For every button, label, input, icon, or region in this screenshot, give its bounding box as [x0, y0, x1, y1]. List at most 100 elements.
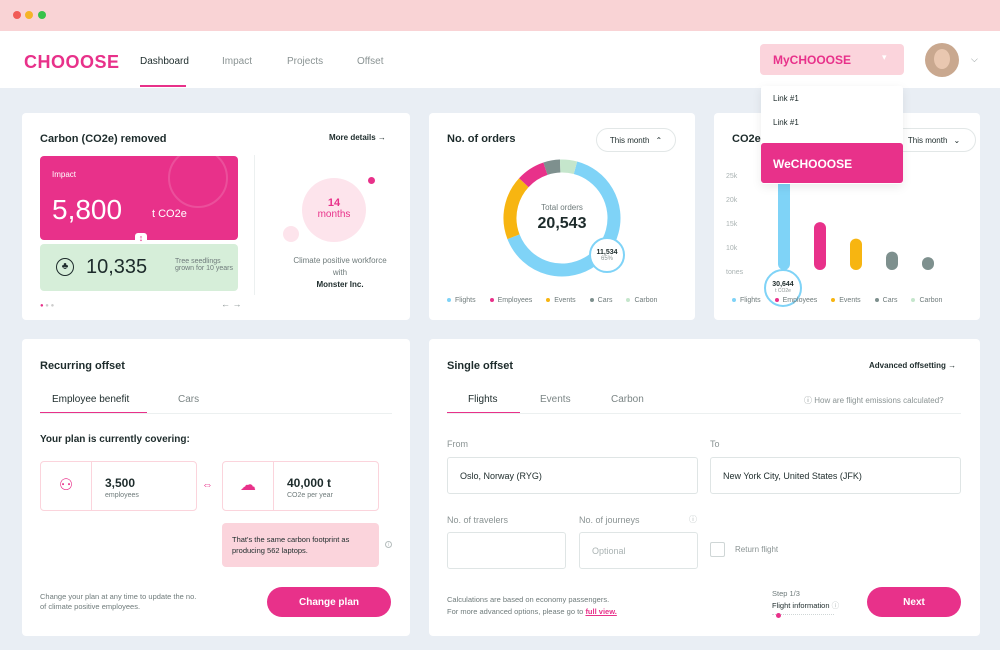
legend-employees: Employees: [489, 297, 532, 304]
decor-circle: [168, 156, 228, 208]
bar-employees: [814, 222, 826, 270]
next-button[interactable]: Next: [867, 587, 961, 617]
chevron-down-icon: ⌄: [953, 135, 961, 145]
people-icon: ⚇: [41, 462, 92, 510]
footprint-note: That's the same carbon footprint as prod…: [222, 523, 379, 567]
menu-item-link2[interactable]: Link #1: [773, 118, 799, 127]
recurring-title: Recurring offset: [40, 360, 125, 372]
pagination-dots[interactable]: ● ● ●: [40, 303, 55, 309]
journeys-label: No. of journeys: [579, 515, 640, 525]
tab-employee-benefit[interactable]: Employee benefit: [52, 394, 130, 405]
carbon-title: Carbon (CO2e) removed: [40, 133, 167, 145]
step-dot: [776, 613, 781, 618]
nav-impact[interactable]: Impact: [222, 56, 253, 67]
orders-tooltip: 11,534 65%: [589, 237, 625, 273]
employees-box: ⚇ 3,500 employees: [40, 461, 197, 511]
minimize-window-dot[interactable]: [25, 11, 33, 19]
from-label: From: [447, 439, 468, 449]
impact-label: Impact: [52, 170, 77, 179]
y-axis-ticks: 25k 20k 15k 10k tones: [726, 165, 743, 285]
legend-events: Events: [546, 297, 576, 304]
recurring-card: Recurring offset Employee benefit Cars Y…: [22, 339, 410, 636]
tab-flights[interactable]: Flights: [468, 394, 498, 405]
mychoose-menu: Link #1 Link #1 WeCHOOOSE: [761, 86, 903, 184]
step-counter: Step 1/3: [772, 589, 800, 598]
single-title: Single offset: [447, 360, 514, 372]
mychoose-dropdown[interactable]: MyCHOOOSE ▾: [760, 44, 904, 75]
change-plan-text: Change your plan at any time to update t…: [40, 592, 197, 611]
months-bubble: 14 months: [302, 178, 366, 242]
co2-legend: Flights Employees Events Cars Carbon: [732, 297, 942, 304]
total-orders-label: Total orders: [541, 203, 583, 212]
co2-title: CO2e I: [732, 133, 767, 145]
y-tick: tones: [726, 269, 744, 276]
legend-carbon: Carbon: [626, 297, 657, 304]
choose-logo[interactable]: CHOOOSE: [24, 52, 120, 72]
legend-flights: Flights: [447, 297, 476, 304]
menu-item-link1[interactable]: Link #1: [773, 94, 799, 103]
decor-dot: [283, 226, 299, 242]
carousel-arrows[interactable]: ← →: [221, 299, 242, 309]
close-window-dot[interactable]: [13, 11, 21, 19]
nav-projects[interactable]: Projects: [287, 56, 324, 67]
step-label: Flight information ⓘ: [772, 601, 840, 610]
advanced-offsetting-link[interactable]: Advanced offsetting →: [869, 361, 957, 370]
change-plan-button[interactable]: Change plan: [267, 587, 391, 617]
co2-bar-chart: [778, 157, 934, 270]
co2-filter[interactable]: This month ⌄: [892, 128, 976, 152]
nav-offset[interactable]: Offset: [357, 56, 384, 67]
calc-note: Calculations are based on economy passen…: [447, 595, 617, 616]
divider: [254, 155, 255, 295]
to-input[interactable]: New York City, United States (JFK): [710, 457, 961, 494]
more-details-link[interactable]: More details →: [329, 133, 386, 142]
return-flight-checkbox[interactable]: [710, 542, 725, 557]
months-label: months: [317, 209, 351, 220]
orders-title: No. of orders: [447, 133, 516, 145]
total-orders-value: 20,543: [537, 215, 587, 232]
info-icon[interactable]: ⓘ: [689, 515, 697, 524]
avatar[interactable]: [925, 43, 959, 77]
impact-tile: Impact 5,800 t CO2e: [40, 156, 238, 240]
legend-employees: Employees: [774, 297, 817, 304]
maximize-window-dot[interactable]: [38, 11, 46, 19]
nav-dashboard[interactable]: Dashboard: [140, 56, 189, 67]
bar-events: [850, 238, 862, 270]
tab-events[interactable]: Events: [540, 394, 571, 405]
seedlings-text: Tree seedlings grown for 10 years: [175, 258, 233, 272]
bar-carbon: [922, 257, 934, 270]
info-icon[interactable]: i: [385, 541, 392, 548]
info-icon: ⓘ: [804, 396, 812, 405]
from-input[interactable]: Oslo, Norway (RYG): [447, 457, 698, 494]
co2-value: 40,000 t: [287, 476, 332, 490]
y-tick: 25k: [726, 173, 738, 180]
climate-text: Climate positive workforce with Monster I…: [293, 256, 387, 289]
carbon-card: Carbon (CO2e) removed More details → Imp…: [22, 113, 410, 320]
avatar-chevron-icon[interactable]: ⌵: [971, 54, 978, 64]
seedlings-tile: ♣ 10,335 Tree seedlings grown for 10 yea…: [40, 244, 238, 291]
co2-tooltip: 30,644 t CO2e: [764, 269, 802, 307]
co2-box: ☁ 40,000 t CO2e per year: [222, 461, 379, 511]
avatar-face: [934, 49, 950, 69]
orders-filter[interactable]: This month ⌃: [596, 128, 676, 152]
to-label: To: [710, 439, 720, 449]
y-tick: 15k: [726, 221, 738, 228]
chevron-down-icon: ▾: [882, 52, 887, 62]
seedlings-value: 10,335: [86, 256, 148, 278]
flight-emissions-help[interactable]: ⓘ How are flight emissions calculated?: [804, 396, 944, 405]
return-flight-label: Return flight: [735, 545, 779, 554]
covering-heading: Your plan is currently covering:: [40, 434, 190, 445]
orders-card: No. of orders This month ⌃ Total orders 2…: [429, 113, 695, 320]
legend-cars: Cars: [874, 297, 897, 304]
donut-flights: [503, 159, 621, 277]
employees-value: 3,500: [105, 476, 136, 490]
menu-item-wechoose[interactable]: WeCHOOOSE: [761, 143, 903, 183]
legend-cars: Cars: [589, 297, 612, 304]
info-icon: ⓘ: [831, 601, 840, 610]
tab-cars[interactable]: Cars: [178, 394, 200, 405]
active-tab-indicator: [140, 85, 186, 87]
single-offset-card: Single offset Advanced offsetting → Flig…: [429, 339, 980, 636]
journeys-input[interactable]: Optional: [579, 532, 698, 569]
travelers-input[interactable]: [447, 532, 566, 569]
full-view-link[interactable]: full view.: [585, 607, 617, 616]
tab-carbon[interactable]: Carbon: [611, 394, 644, 405]
